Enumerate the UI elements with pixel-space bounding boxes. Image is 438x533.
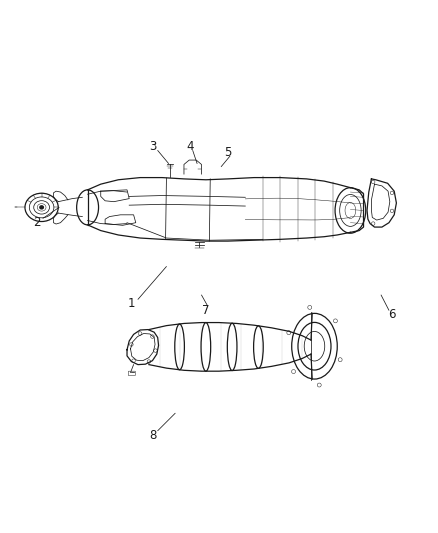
- Text: 1: 1: [127, 297, 135, 310]
- Text: 3: 3: [150, 140, 157, 152]
- Text: 7: 7: [202, 304, 210, 317]
- Text: 2: 2: [33, 216, 41, 229]
- Text: 8: 8: [150, 429, 157, 442]
- Text: 4: 4: [187, 140, 194, 152]
- Text: 6: 6: [388, 308, 396, 321]
- Ellipse shape: [40, 206, 43, 209]
- Text: 5: 5: [224, 146, 231, 159]
